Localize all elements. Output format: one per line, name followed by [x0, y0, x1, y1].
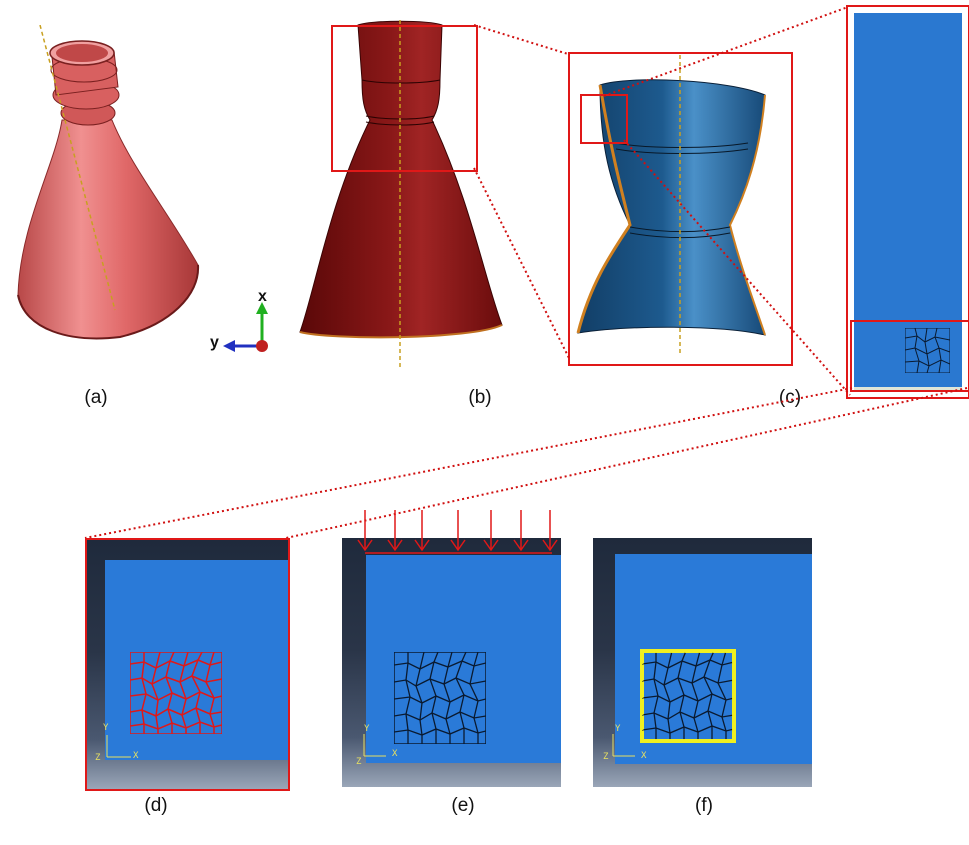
- grain-mesh-black: [394, 652, 486, 744]
- nozzle-section-red: [290, 20, 520, 370]
- nozzle-3d-pink: [0, 25, 210, 345]
- mesh-panel-f: Y X Z: [593, 538, 812, 787]
- axis-x-label: x: [258, 288, 267, 305]
- panel-label-f: (f): [695, 795, 713, 816]
- grain-patch-mini: [905, 328, 950, 373]
- panel-label-b: (b): [468, 387, 492, 408]
- triad-f-y: Y: [615, 724, 621, 734]
- triad-e-z: Z: [356, 757, 362, 767]
- mesh-panel-d: Y X Z: [85, 538, 290, 791]
- triad-f-z: Z: [603, 752, 609, 762]
- highlight-box-b: [331, 25, 478, 172]
- triad-d: [99, 725, 149, 765]
- axis-y-label: y: [210, 334, 219, 351]
- panel-label-c: (c): [778, 387, 802, 408]
- grain-mesh-yellow: [640, 649, 736, 743]
- axis-triad: [205, 290, 275, 360]
- triad-f: [605, 724, 655, 764]
- grain-mesh-red: [130, 652, 222, 734]
- triad-d-y: Y: [103, 723, 109, 733]
- triad-f-x: X: [641, 751, 647, 761]
- triad-d-z: Z: [95, 753, 101, 763]
- mesh-panel-e: Y X Z: [342, 538, 561, 787]
- panel-label-a: (a): [84, 387, 108, 408]
- triad-e-y: Y: [364, 724, 370, 734]
- panel-label-d: (d): [144, 795, 168, 816]
- highlight-box-c: [580, 94, 628, 144]
- triad-e: [356, 726, 406, 766]
- triad-e-x: X: [392, 749, 398, 759]
- panel-label-e: (e): [451, 795, 475, 816]
- load-arrows: [357, 510, 558, 554]
- triad-d-x: X: [133, 751, 139, 761]
